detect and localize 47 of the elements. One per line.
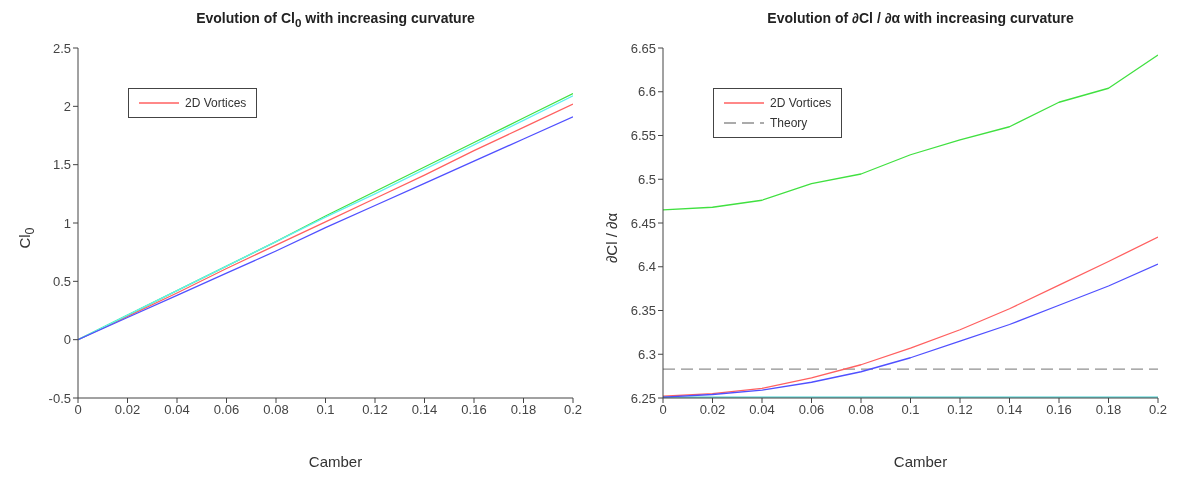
x-tick-label: 0.12 (947, 402, 973, 418)
y-tick-label: 6.6 (637, 84, 656, 100)
x-tick-label: 0 (659, 402, 667, 418)
chart-title: Evolution of ∂Cl / ∂α with increasing curvature (766, 10, 1075, 26)
x-tick-label: 0.1 (316, 402, 335, 418)
x-tick-label: 0 (74, 402, 82, 418)
y-tick-label: 6.4 (637, 259, 656, 275)
x-tick-label: 0.16 (461, 402, 487, 418)
legend-label: 2D Vortices (770, 96, 832, 110)
y-tick-label: 6.3 (637, 346, 656, 362)
x-tick-label: 0.04 (749, 402, 775, 418)
y-tick-label: 6.55 (630, 128, 656, 144)
line-series (663, 54, 1158, 211)
y-tick-label: 6.25 (630, 390, 656, 406)
y-tick-label: 1.5 (52, 157, 71, 173)
x-axis-title: Camber (892, 453, 949, 470)
x-tick-label: 0.1 (901, 402, 920, 418)
y-tick-label: 6.65 (630, 40, 656, 56)
y-tick-label: 2 (63, 98, 71, 114)
y-tick-label: 2.5 (52, 40, 71, 56)
y-tick-label: 1 (63, 215, 71, 231)
y-tick-label: 6.35 (630, 303, 656, 319)
legend-label: 2D Vortices (185, 96, 247, 110)
x-tick-label: 0.16 (1046, 402, 1072, 418)
x-tick-label: 0.06 (213, 402, 240, 418)
x-tick-label: 0.04 (164, 402, 190, 418)
legend-label: Theory (770, 116, 808, 130)
x-tick-label: 0.02 (699, 402, 726, 418)
y-axis-title: ∂Cl / ∂α (602, 212, 620, 264)
x-tick-label: 0.14 (411, 402, 438, 418)
x-tick-label: 0.06 (798, 402, 825, 418)
x-tick-label: 0.14 (996, 402, 1023, 418)
x-tick-label: 0.18 (510, 402, 537, 418)
x-tick-label: 0.12 (362, 402, 388, 418)
x-tick-label: 0.18 (1095, 402, 1122, 418)
chart-title: Evolution of Cl$_{0}$ with increasing curvature (195, 10, 476, 29)
y-tick-label: 6.45 (630, 215, 656, 231)
x-tick-label: 0.2 (1148, 402, 1168, 418)
y-tick-label: 0 (63, 332, 71, 348)
y-tick-label: 0.5 (52, 273, 71, 289)
y-tick-label: -0.5 (48, 390, 71, 406)
x-tick-label: 0.08 (848, 402, 874, 418)
x-tick-label: 0.02 (114, 402, 141, 418)
x-tick-label: 0.2 (563, 402, 583, 418)
y-tick-label: 6.5 (637, 171, 656, 187)
x-axis-title: Camber (307, 453, 364, 470)
x-tick-label: 0.08 (263, 402, 289, 418)
